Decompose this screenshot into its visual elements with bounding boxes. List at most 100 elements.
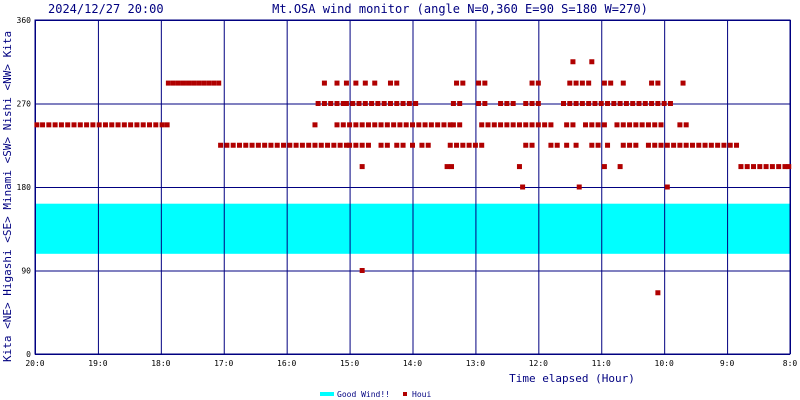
houi-point — [362, 80, 368, 86]
houi-point — [454, 142, 460, 148]
houi-point — [671, 142, 677, 148]
houi-point — [595, 142, 601, 148]
houi-point — [567, 80, 573, 86]
houi-point — [444, 164, 450, 170]
houi-point — [375, 101, 381, 106]
houi-point — [564, 122, 570, 128]
houi-point — [249, 142, 255, 148]
houi-point — [620, 80, 626, 86]
x-tick-label: 19:0 — [88, 359, 107, 368]
houi-point — [570, 122, 576, 128]
x-axis-label: Time elapsed (Hour) — [509, 372, 635, 385]
houi-point — [579, 101, 585, 106]
houi-point — [460, 142, 466, 148]
houi-point — [479, 142, 485, 148]
x-tick-label: 13:0 — [466, 359, 485, 368]
houi-point — [34, 122, 40, 128]
houi-point — [325, 142, 331, 148]
houi-point — [180, 80, 186, 86]
houi-point — [191, 80, 197, 86]
houi-point — [598, 101, 604, 106]
houi-point — [353, 142, 359, 148]
houi-point — [523, 142, 529, 148]
houi-point — [102, 122, 108, 128]
houi-point — [134, 122, 140, 128]
houi-point — [482, 80, 488, 86]
houi-point — [498, 101, 504, 106]
houi-point — [504, 122, 510, 128]
houi-point — [583, 122, 589, 128]
houi-point — [58, 122, 64, 128]
houi-point — [164, 122, 170, 128]
houi-point — [115, 122, 121, 128]
houi-point — [378, 142, 384, 148]
houi-point — [510, 122, 516, 128]
houi-point — [645, 122, 651, 128]
houi-point — [334, 101, 340, 106]
houi-point — [542, 122, 548, 128]
houi-point — [413, 101, 419, 106]
houi-point — [529, 122, 535, 128]
houi-point — [564, 142, 570, 148]
legend-good-wind-label: Good Wind!! — [337, 390, 390, 399]
houi-point — [715, 142, 721, 148]
houi-point — [633, 122, 639, 128]
houi-point — [523, 101, 529, 106]
houi-point — [447, 142, 453, 148]
houi-point — [570, 59, 576, 65]
houi-point — [140, 122, 146, 128]
houi-point — [216, 80, 222, 86]
houi-point — [153, 122, 159, 128]
houi-point — [347, 142, 353, 148]
houi-point — [52, 122, 58, 128]
houi-point — [554, 142, 560, 148]
y-tick-label: 360 — [17, 16, 32, 25]
houi-point — [312, 122, 318, 128]
houi-point — [479, 122, 485, 128]
houi-point — [425, 142, 431, 148]
houi-point — [504, 101, 510, 106]
y-direction-label: Kita <NE> Higashi <SE> Minami <SW> Nishi… — [1, 31, 14, 362]
houi-point — [400, 101, 406, 106]
houi-point — [476, 80, 482, 86]
houi-point — [523, 122, 529, 128]
houi-point — [318, 142, 324, 148]
houi-point — [449, 164, 455, 170]
houi-point — [337, 142, 343, 148]
x-tick-label: 12:0 — [529, 359, 548, 368]
houi-point — [529, 101, 535, 106]
houi-point — [403, 122, 409, 128]
houi-point — [605, 142, 611, 148]
houi-point — [516, 122, 522, 128]
houi-point — [343, 80, 349, 86]
houi-point — [605, 101, 611, 106]
houi-point — [450, 101, 456, 106]
houi-point — [636, 101, 642, 106]
houi-point — [175, 80, 181, 86]
houi-point — [708, 142, 714, 148]
chart-title: Mt.OSA wind monitor (angle N=0,360 E=90 … — [272, 2, 648, 16]
houi-point — [416, 122, 422, 128]
houi-point — [328, 101, 334, 106]
houi-point — [378, 122, 384, 128]
houi-point — [586, 101, 592, 106]
x-tick-label: 11:0 — [592, 359, 611, 368]
houi-point — [340, 101, 346, 106]
houi-point — [365, 122, 371, 128]
x-tick-label: 17:0 — [214, 359, 233, 368]
y-tick-label: 0 — [26, 350, 31, 359]
houi-point — [353, 80, 359, 86]
houi-point — [617, 164, 623, 170]
houi-point — [121, 122, 127, 128]
houi-point — [567, 101, 573, 106]
houi-point — [96, 122, 102, 128]
houi-point — [782, 164, 788, 170]
houi-point — [384, 142, 390, 148]
houi-point — [535, 101, 541, 106]
houi-point — [293, 142, 299, 148]
houi-point — [529, 142, 535, 148]
houi-point — [667, 101, 673, 106]
houi-point — [655, 101, 661, 106]
houi-point — [274, 142, 280, 148]
houi-point — [84, 122, 90, 128]
